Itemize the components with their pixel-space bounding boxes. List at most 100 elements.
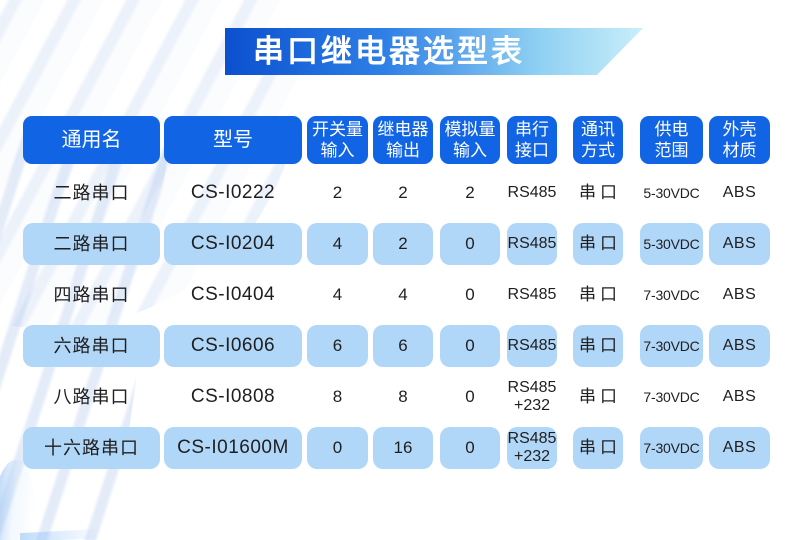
cell-power-range: 7-30VDC [640, 371, 703, 422]
cell-text: 8 [332, 386, 343, 406]
cell-power-range: 7-30VDC [640, 426, 703, 469]
cell-text: 串口 [579, 182, 621, 202]
header-label: 输出 [386, 141, 420, 160]
cell-comm-mode: 串口 [573, 167, 623, 218]
cell-text: 0 [465, 437, 475, 457]
cell-text: 5-30VDC [643, 184, 700, 201]
cell-generic-name: 十六路串口 [23, 426, 160, 469]
cell-text: 2 [332, 182, 343, 202]
cell-analog-input: 0 [440, 426, 500, 469]
cell-generic-name: 六路串口 [23, 324, 160, 367]
cell-text: 0 [465, 386, 475, 406]
table-header-row: 通用名 型号 开关量 输入 继电器 输出 模拟量 输入 串行 接口 通讯 方式 供电 范围 外壳 材质 [23, 116, 770, 164]
header-label: 范围 [654, 141, 689, 160]
cell-case-material: ABS [709, 324, 770, 367]
cell-text: 串口 [579, 284, 621, 304]
cell-text: 0 [465, 335, 475, 355]
cell-power-range: 5-30VDC [640, 222, 703, 265]
cell-text: 0 [465, 284, 475, 304]
cell-text: RS485 [507, 285, 557, 303]
header-cell-case-material: 外壳 材质 [709, 116, 770, 164]
cell-generic-name: 二路串口 [23, 222, 160, 265]
cell-text: 4 [332, 284, 343, 304]
cell-switch-input: 2 [307, 167, 368, 218]
cell-case-material: ABS [709, 371, 770, 422]
cell-analog-input: 0 [440, 269, 500, 320]
cell-analog-input: 0 [440, 324, 500, 367]
cell-analog-input: 0 [440, 371, 500, 422]
cell-text: 16 [393, 437, 413, 457]
table-row: 二路串口 CS-I0204 4 2 0 RS485 串口 5-30VDC ABS [23, 218, 770, 269]
header-cell-generic-name: 通用名 [23, 116, 160, 164]
cell-text: ABS [722, 387, 757, 405]
cell-text: +232 [513, 447, 551, 465]
cell-serial-interface: RS485 [507, 222, 557, 265]
cell-text: 6 [332, 335, 343, 355]
cell-power-range: 5-30VDC [640, 167, 703, 218]
cell-text: 串口 [579, 386, 621, 406]
title-banner: 串口继电器选型表 [225, 28, 643, 75]
cell-text: CS-I0204 [190, 232, 276, 254]
cell-text: 八路串口 [53, 386, 130, 407]
cell-text: CS-I0808 [190, 385, 276, 407]
header-label: 外壳 [722, 120, 757, 139]
header-label: 型号 [213, 128, 253, 151]
cell-text: 4 [332, 233, 343, 253]
header-cell-model: 型号 [164, 116, 302, 164]
header-label: 继电器 [377, 120, 429, 139]
cell-generic-name: 二路串口 [23, 167, 160, 218]
header-label: 模拟量 [444, 120, 496, 139]
cell-relay-output: 6 [373, 324, 433, 367]
cell-analog-input: 2 [440, 167, 500, 218]
cell-text: 8 [398, 386, 408, 406]
cell-text: CS-I0404 [190, 283, 276, 305]
cell-power-range: 7-30VDC [640, 269, 703, 320]
cell-text: 六路串口 [53, 335, 130, 356]
cell-relay-output: 2 [373, 222, 433, 265]
cell-text: 7-30VDC [643, 337, 700, 354]
header-label: 串行 [515, 120, 549, 139]
selection-table: 通用名 型号 开关量 输入 继电器 输出 模拟量 输入 串行 接口 通讯 方式 供电 范围 外壳 材质 二路串口… [23, 116, 770, 473]
cell-comm-mode: 串口 [573, 324, 623, 367]
header-label: 输入 [320, 141, 355, 160]
cell-text: 7-30VDC [643, 439, 700, 456]
header-cell-relay-output: 继电器 输出 [373, 116, 433, 164]
cell-text: RS485 [507, 378, 557, 396]
cell-analog-input: 0 [440, 222, 500, 265]
cell-text: 2 [398, 233, 408, 253]
header-label: 通用名 [61, 128, 122, 151]
cell-text: 四路串口 [53, 284, 130, 305]
background-swoosh-bottom-edge [19, 528, 103, 540]
cell-text: CS-I0606 [190, 334, 276, 356]
cell-model: CS-I01600M [164, 426, 302, 469]
cell-text: +232 [513, 396, 551, 414]
cell-text: 7-30VDC [643, 286, 700, 303]
table-row: 二路串口 CS-I0222 2 2 2 RS485 串口 5-30VDC ABS [23, 167, 770, 218]
cell-model: CS-I0404 [164, 269, 302, 320]
table-row: 十六路串口 CS-I01600M 0 16 0 RS485 +232 串口 7-30VDC ABS [23, 422, 770, 473]
header-label: 开关量 [312, 120, 363, 139]
cell-model: CS-I0204 [164, 222, 302, 265]
header-label: 输入 [453, 141, 487, 160]
header-label: 通讯 [581, 120, 615, 139]
header-label: 材质 [722, 141, 757, 160]
header-cell-analog-input: 模拟量 输入 [440, 116, 500, 164]
cell-serial-interface: RS485 [507, 269, 557, 320]
header-label: 供电 [654, 120, 689, 139]
cell-text: ABS [722, 336, 757, 354]
cell-model: CS-I0222 [164, 167, 302, 218]
cell-serial-interface: RS485 +232 [507, 426, 557, 469]
cell-comm-mode: 串口 [573, 371, 623, 422]
cell-comm-mode: 串口 [573, 222, 623, 265]
cell-generic-name: 八路串口 [23, 371, 160, 422]
cell-generic-name: 四路串口 [23, 269, 160, 320]
cell-switch-input: 8 [307, 371, 368, 422]
cell-text: ABS [722, 234, 757, 252]
cell-text: ABS [722, 285, 757, 303]
cell-serial-interface: RS485 [507, 167, 557, 218]
cell-serial-interface: RS485 +232 [507, 371, 557, 422]
cell-text: 6 [398, 335, 408, 355]
header-cell-comm-mode: 通讯 方式 [573, 116, 623, 164]
cell-comm-mode: 串口 [573, 426, 623, 469]
cell-case-material: ABS [709, 167, 770, 218]
